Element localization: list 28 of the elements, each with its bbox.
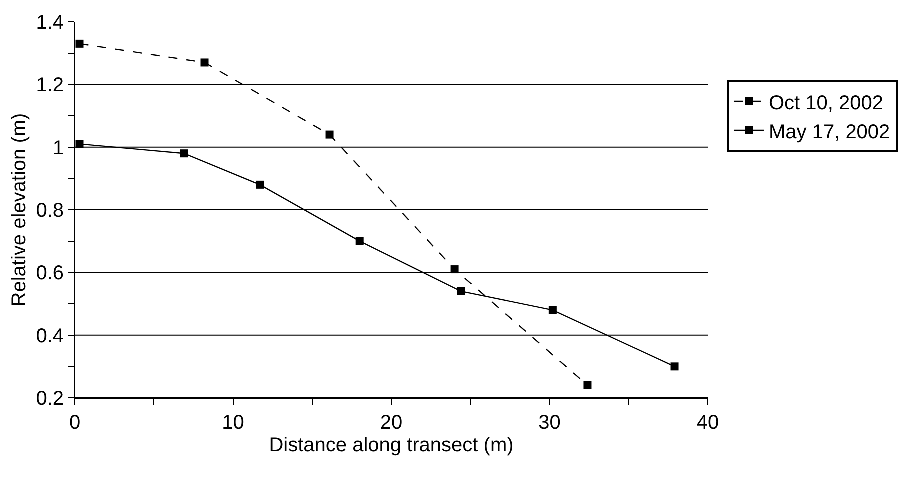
point [450,266,459,274]
legend-label: Oct 10, 2002 [768,92,884,114]
y-tick-label: 0.4 [36,325,64,348]
y-tick-label: 0.8 [36,200,64,222]
x-tick-label: 40 [696,412,720,434]
point [548,306,557,314]
y-axis-title: Relative elevation (m) [8,113,31,307]
y-tick-label: 1 [52,137,64,160]
point [256,180,264,189]
y-tick-label: 0.6 [36,262,64,285]
y-tick-label: 1.2 [36,74,64,97]
point [670,362,679,371]
x-tick-label: 30 [538,412,561,434]
point [457,287,466,296]
legend-label: May 17, 2002 [768,121,890,144]
point [584,381,592,390]
x-axis-title: Distance along transect (m) [269,434,514,456]
x-tick-label: 10 [222,412,244,434]
x-tick-label: 20 [380,412,403,434]
point [200,58,209,67]
point [76,140,84,148]
y-tick-label: 0.2 [36,388,64,410]
point [356,237,364,246]
point [326,130,334,139]
point [76,40,84,48]
point [180,150,188,158]
y-tick-label: 1.4 [36,12,64,34]
x-tick-label: 0 [69,412,81,434]
